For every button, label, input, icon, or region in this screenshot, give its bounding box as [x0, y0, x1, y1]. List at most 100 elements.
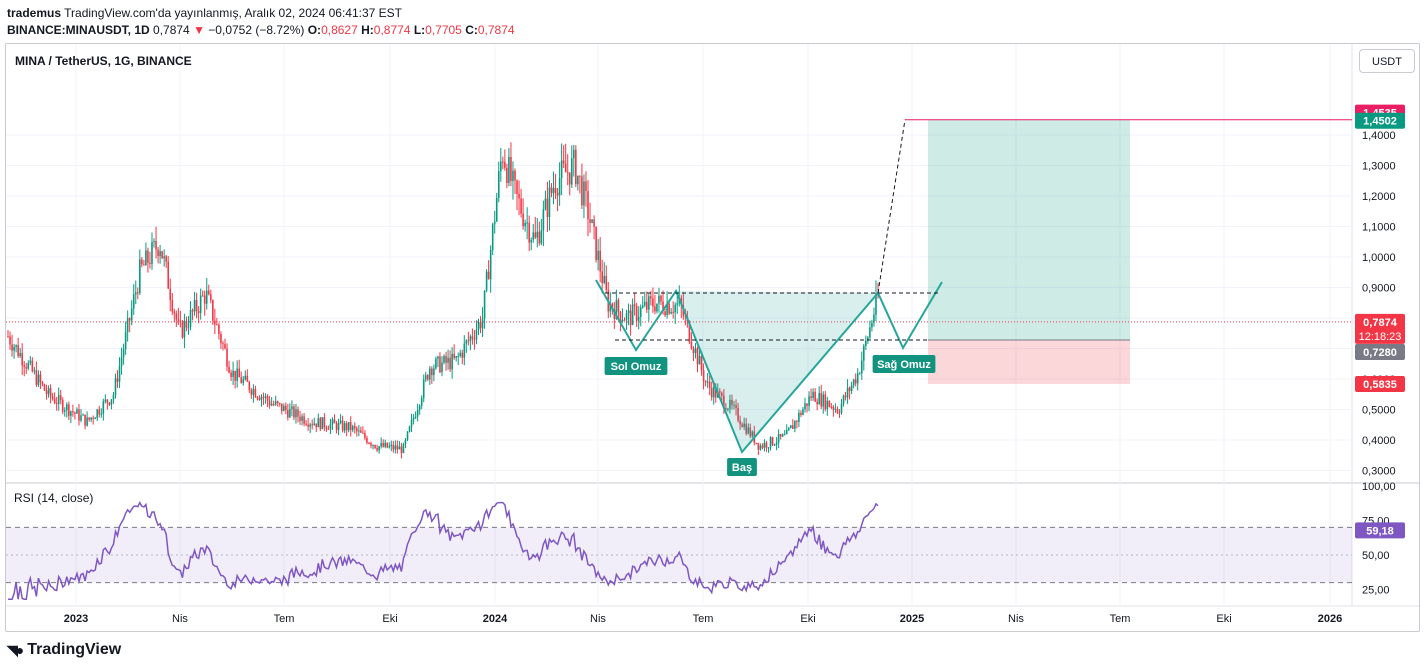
time-tick-label: Nis — [590, 613, 606, 625]
right-shoulder-label: Sağ Omuz — [877, 359, 931, 371]
candle-body — [181, 322, 184, 338]
candle-body — [313, 423, 316, 426]
candle-body — [810, 396, 812, 398]
candle-body — [118, 366, 121, 382]
candle-body — [605, 275, 608, 290]
candle-body — [141, 259, 143, 265]
candle-body — [433, 368, 435, 376]
candle-body — [573, 149, 575, 159]
loss-zone — [928, 339, 1130, 385]
candle-body — [262, 396, 265, 398]
candle-body — [270, 403, 273, 406]
candle-body — [785, 429, 788, 435]
candle-body — [601, 271, 603, 284]
candle-body — [264, 396, 267, 398]
candle-body — [787, 428, 790, 430]
candle-body — [623, 319, 626, 321]
candle-body — [216, 324, 218, 326]
time-tick-label: Eki — [800, 613, 815, 625]
candle-body — [422, 379, 425, 398]
candle-body — [410, 419, 413, 427]
candle-body — [873, 314, 875, 323]
candle-body — [420, 397, 423, 406]
candle-body — [283, 405, 285, 412]
candle-body — [564, 163, 567, 173]
candle-body — [481, 318, 484, 329]
candle-body — [595, 226, 597, 260]
candle-body — [479, 321, 482, 329]
candle-body — [497, 171, 500, 198]
candle-body — [161, 251, 163, 259]
candle-body — [315, 423, 318, 428]
candle-body — [798, 412, 800, 422]
candle-body — [865, 340, 867, 347]
left-shoulder-label-bg — [604, 357, 668, 375]
candle-body — [368, 442, 370, 444]
candle-body — [124, 332, 127, 349]
last-price-label-bg — [1355, 313, 1405, 344]
countdown-label: 12:18:23 — [1359, 331, 1402, 343]
candle-body — [575, 149, 577, 185]
candle-body — [755, 442, 758, 444]
candle-body — [201, 295, 204, 297]
candle-body — [224, 344, 226, 349]
candle-body — [556, 192, 559, 196]
time-tick-label: Tem — [274, 613, 295, 625]
candle-body — [869, 327, 871, 338]
candle-body — [88, 417, 90, 420]
candle-body — [333, 419, 336, 424]
candle-body — [435, 358, 437, 369]
candle-body — [43, 384, 46, 391]
candle-body — [388, 446, 391, 448]
candle-body — [806, 403, 808, 406]
time-tick-label: Nis — [1008, 613, 1024, 625]
candle-body — [546, 198, 549, 218]
currency-button[interactable]: USDT — [1359, 49, 1415, 73]
candle-body — [641, 305, 644, 308]
candle-body — [585, 181, 587, 192]
candle-body — [55, 403, 58, 405]
candle-body — [351, 426, 354, 431]
candle-body — [816, 401, 818, 405]
candle-body — [670, 311, 672, 314]
candle-body — [122, 348, 125, 358]
candle-body — [613, 309, 616, 320]
candle-body — [830, 406, 833, 408]
candle-body — [347, 422, 350, 431]
candle-body — [274, 401, 277, 405]
candle-body — [114, 378, 117, 396]
candle-body — [151, 242, 153, 264]
time-tick-label: 2023 — [64, 613, 88, 625]
candle-body — [398, 446, 401, 450]
candle-body — [708, 381, 711, 389]
candle-body — [875, 293, 877, 315]
candle-body — [826, 400, 829, 410]
candle-body — [157, 249, 159, 256]
candle-body — [153, 241, 155, 243]
candle-body — [364, 432, 366, 438]
candle-body — [228, 366, 230, 373]
brand[interactable]: ◥● TradingView — [7, 641, 121, 659]
candle-body — [751, 431, 754, 437]
price-tick-label: 0,3000 — [1362, 466, 1396, 478]
candle-body — [100, 413, 103, 415]
position-zones — [6, 119, 1352, 385]
candle-body — [834, 408, 837, 410]
candle-body — [779, 434, 782, 437]
time-tick-label: 2025 — [900, 613, 924, 625]
candle-body — [130, 308, 133, 321]
candle-body — [246, 375, 249, 382]
candle-body — [495, 197, 498, 222]
candle-body — [836, 408, 839, 413]
candle-body — [189, 310, 192, 327]
candle-body — [287, 410, 289, 418]
candle-body — [323, 417, 326, 428]
candle-body — [449, 357, 451, 370]
candle-body — [848, 387, 851, 391]
candle-body — [106, 399, 109, 403]
time-tick-label: Tem — [693, 613, 714, 625]
candle-body — [250, 390, 253, 395]
candle-body — [583, 181, 585, 206]
left-shoulder-label: Sol Omuz — [611, 361, 662, 373]
